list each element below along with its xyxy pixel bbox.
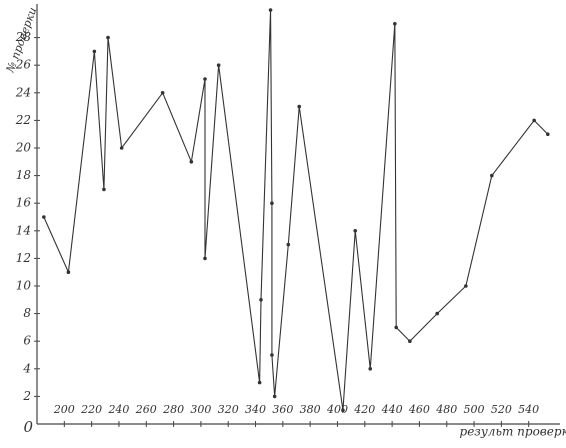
data-point (532, 118, 536, 123)
x-tick-label: 500 (464, 403, 485, 416)
data-point (216, 63, 221, 67)
data-point (272, 394, 277, 399)
data-point (268, 8, 273, 12)
data-point (160, 91, 165, 95)
x-tick-label: 400 (326, 403, 348, 416)
data-point (257, 380, 262, 385)
data-point (42, 215, 46, 219)
y-tick-label: 22 (15, 113, 31, 127)
data-point (102, 187, 106, 192)
x-tick-label: 280 (162, 403, 184, 416)
origin-label: 0 (23, 418, 33, 436)
y-tick-label: 10 (16, 279, 32, 293)
data-point (394, 325, 399, 330)
data-point (66, 270, 71, 275)
data-point (393, 22, 397, 26)
y-tick-label: 2 (22, 389, 31, 403)
data-point (119, 146, 124, 150)
data-point (490, 173, 494, 178)
x-tick-label: 220 (80, 403, 102, 416)
y-tick-label: 20 (15, 141, 32, 155)
data-point (203, 77, 207, 81)
data-point (259, 298, 263, 302)
data-point (546, 132, 550, 136)
data-point (341, 408, 345, 413)
x-tick-label: 340 (245, 403, 266, 416)
x-tick-label: 480 (435, 403, 457, 416)
data-point (464, 284, 468, 288)
data-point (189, 160, 194, 164)
x-tick-label: 540 (518, 403, 539, 416)
x-tick-label: 420 (353, 403, 375, 416)
x-tick-label: 320 (218, 403, 239, 416)
y-tick-label: 28 (15, 30, 32, 44)
data-point (270, 201, 274, 205)
y-tick-label: 16 (16, 196, 32, 210)
data-point (368, 367, 373, 371)
data-point (435, 311, 439, 316)
x-tick-label: 300 (190, 403, 211, 416)
x-axis-label: результ проверки (460, 425, 566, 439)
data-point (106, 35, 110, 40)
x-tick-label: 440 (381, 403, 403, 416)
y-tick-label: 26 (15, 58, 32, 72)
data-point (203, 256, 207, 261)
x-tick-label: 200 (53, 403, 75, 416)
y-tick-label: 6 (23, 334, 31, 348)
data-point (92, 49, 97, 54)
x-tick-label: 520 (491, 403, 512, 416)
data-point (408, 339, 412, 344)
x-tick-label: 380 (300, 403, 321, 416)
x-tick-label: 360 (272, 403, 293, 416)
y-tick-label: 12 (16, 251, 31, 265)
x-tick-label: 260 (135, 403, 157, 416)
x-tick-label: 240 (107, 403, 129, 416)
data-point (270, 353, 274, 357)
y-tick-label: 4 (22, 361, 31, 375)
data-point (286, 242, 291, 247)
y-tick-label: 8 (23, 306, 31, 320)
y-tick-label: 14 (16, 223, 31, 237)
y-tick-label: 24 (15, 85, 31, 99)
data-point (297, 104, 302, 109)
data-line (43, 9, 549, 411)
y-tick-label: 18 (16, 168, 32, 182)
data-point (353, 229, 358, 233)
x-tick-label: 460 (408, 403, 430, 416)
